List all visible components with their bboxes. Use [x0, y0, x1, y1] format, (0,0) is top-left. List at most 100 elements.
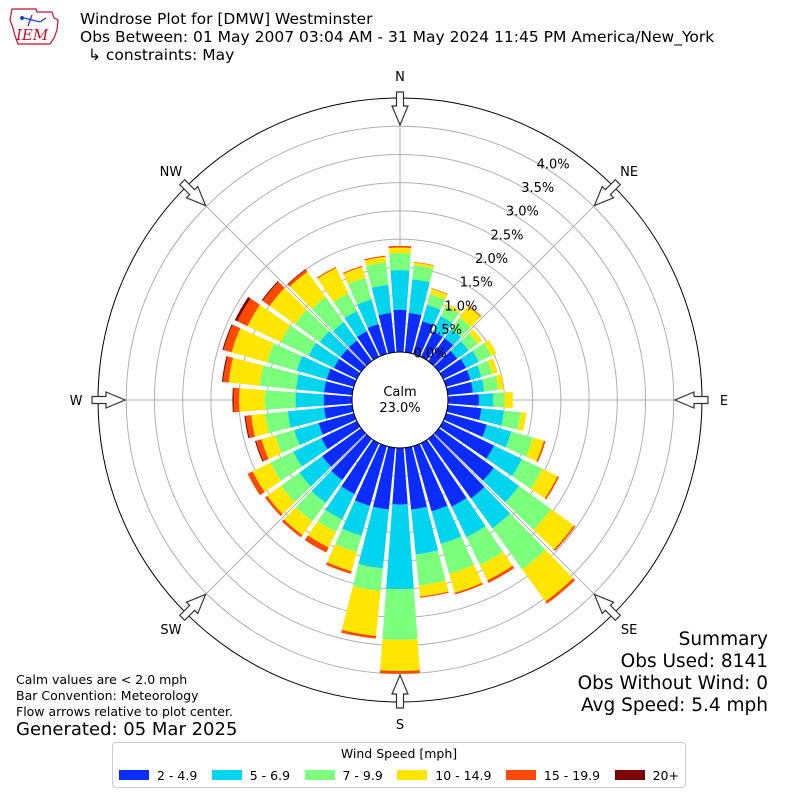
- direction-label: W: [70, 394, 83, 409]
- rose-bar-segment: [411, 506, 439, 555]
- rose-bar-segment: [259, 365, 299, 390]
- rose-bar-segment: [234, 296, 251, 322]
- rose-bar-segment: [378, 312, 396, 354]
- rose-bar-segment: [429, 288, 448, 300]
- legend-title: Wind Speed [mph]: [340, 746, 458, 761]
- direction-label: N: [395, 70, 405, 85]
- rose-bar-segment: [287, 407, 327, 428]
- flow-arrow-shape: [593, 178, 622, 207]
- flow-arrow-icon: [91, 391, 127, 409]
- rose-bar-segment: [439, 358, 467, 380]
- legend-label: 20+: [652, 767, 679, 783]
- summary-title: Summary: [678, 629, 768, 650]
- flow-arrow-icon: [391, 673, 409, 709]
- rose-bar-segment: [434, 428, 494, 481]
- rose-bar-segment: [433, 316, 453, 337]
- rose-bar-segment: [266, 343, 303, 371]
- rose-bar-segment: [231, 328, 274, 363]
- rose-bar-segment: [439, 420, 495, 459]
- rose-bar-segment: [287, 269, 308, 287]
- legend-label: 7 - 9.9: [342, 767, 383, 783]
- rose-bar-segment: [390, 270, 410, 310]
- rose-bar-segment: [293, 438, 328, 467]
- rose-bar-segment: [517, 412, 527, 432]
- rose-bar-segment: [323, 394, 353, 406]
- summary-obs-without-wind: Obs Without Wind: 0: [577, 673, 768, 694]
- rose-bar-segment: [482, 375, 499, 392]
- rose-bar-segment: [267, 485, 295, 515]
- rose-bar-segment: [486, 445, 522, 477]
- flow-arrow-icon: [391, 91, 409, 127]
- radial-tick-label: 4.0%: [537, 157, 570, 172]
- rose-bar-segment: [428, 338, 454, 366]
- rose-bar-segment: [319, 331, 348, 358]
- grid-spoke: [186, 186, 367, 367]
- rose-bar-segment: [451, 498, 486, 538]
- rose-bar-segment: [264, 390, 296, 410]
- rose-bar-segment: [404, 312, 422, 354]
- legend-label: 10 - 14.9: [435, 767, 492, 783]
- rose-bar-segment: [324, 381, 354, 396]
- legend-swatch: [505, 770, 536, 780]
- rose-bar-segment: [222, 324, 233, 351]
- rose-bar-segment: [281, 519, 303, 538]
- rose-bar-segment: [446, 404, 482, 421]
- rose-bar-segment: [420, 439, 467, 507]
- flow-arrow-shape: [673, 391, 709, 409]
- rose-bar-segment: [413, 321, 434, 357]
- direction-label: NE: [620, 165, 638, 180]
- direction-label: SE: [621, 623, 637, 638]
- legend-swatch: [304, 770, 335, 780]
- rose-bar-segment: [244, 415, 250, 439]
- radial-tick-label: 3.5%: [521, 181, 554, 196]
- flow-arrow-icon: [593, 178, 622, 207]
- rose-bar-segment: [317, 509, 343, 533]
- rose-bar-segment: [533, 508, 574, 550]
- legend-label: 15 - 19.9: [543, 767, 601, 783]
- rose-bar-segment: [280, 472, 311, 503]
- legend-item: 10 - 14.9: [397, 767, 491, 783]
- rose-bar-segment: [482, 467, 520, 503]
- rose-bar-segment: [418, 580, 449, 597]
- flow-arrow-shape: [391, 673, 409, 709]
- rose-bar-segment: [358, 506, 389, 569]
- rose-bar-segment: [487, 565, 515, 583]
- direction-label: S: [396, 718, 404, 733]
- rose-bar-segment: [482, 424, 512, 448]
- rose-bar-segment: [388, 245, 412, 248]
- rose-bar-segment: [422, 304, 441, 326]
- rose-bar-segment: [526, 437, 544, 462]
- legend-swatch: [119, 770, 149, 780]
- rose-bar-segment: [372, 446, 396, 510]
- rose-bar-segment: [295, 392, 324, 408]
- rose-bar-segment: [460, 350, 479, 369]
- rose-bar-segment: [275, 429, 300, 454]
- rose-bar-segment: [333, 293, 357, 319]
- radial-tick-label: 0.0%: [414, 347, 447, 362]
- rose-bar-segment: [393, 309, 407, 353]
- legend-swatch: [614, 770, 645, 780]
- rose-bar-segment: [431, 288, 448, 295]
- flow-arrow-shape: [593, 593, 622, 622]
- logo-text: IEM: [15, 26, 49, 44]
- rose-bar-segment: [420, 331, 443, 361]
- rose-bar-segment: [459, 306, 481, 328]
- rose-bar-segment: [307, 521, 337, 548]
- rose-bar-segment: [294, 309, 330, 343]
- bar-convention: Bar Convention: Meteorology: [16, 688, 199, 703]
- rose-bar-segment: [431, 505, 462, 544]
- rose-bar-segment: [386, 504, 414, 590]
- grid-spoke: [186, 433, 367, 614]
- rose-bar-segment: [388, 247, 412, 254]
- rose-bar-segment: [413, 261, 435, 266]
- rose-bar-segment: [472, 342, 492, 362]
- rose-bar-segment: [428, 434, 485, 499]
- rose-bar-segment: [451, 317, 471, 338]
- rose-bar-segment: [364, 255, 386, 261]
- rose-bar-segment: [341, 586, 381, 636]
- rose-bar-segment: [522, 549, 574, 602]
- rose-bar-segment: [536, 440, 546, 463]
- rose-bar-segment: [333, 322, 358, 348]
- legend-item: 2 - 4.9: [119, 767, 197, 783]
- rose-bar-segment: [512, 458, 543, 489]
